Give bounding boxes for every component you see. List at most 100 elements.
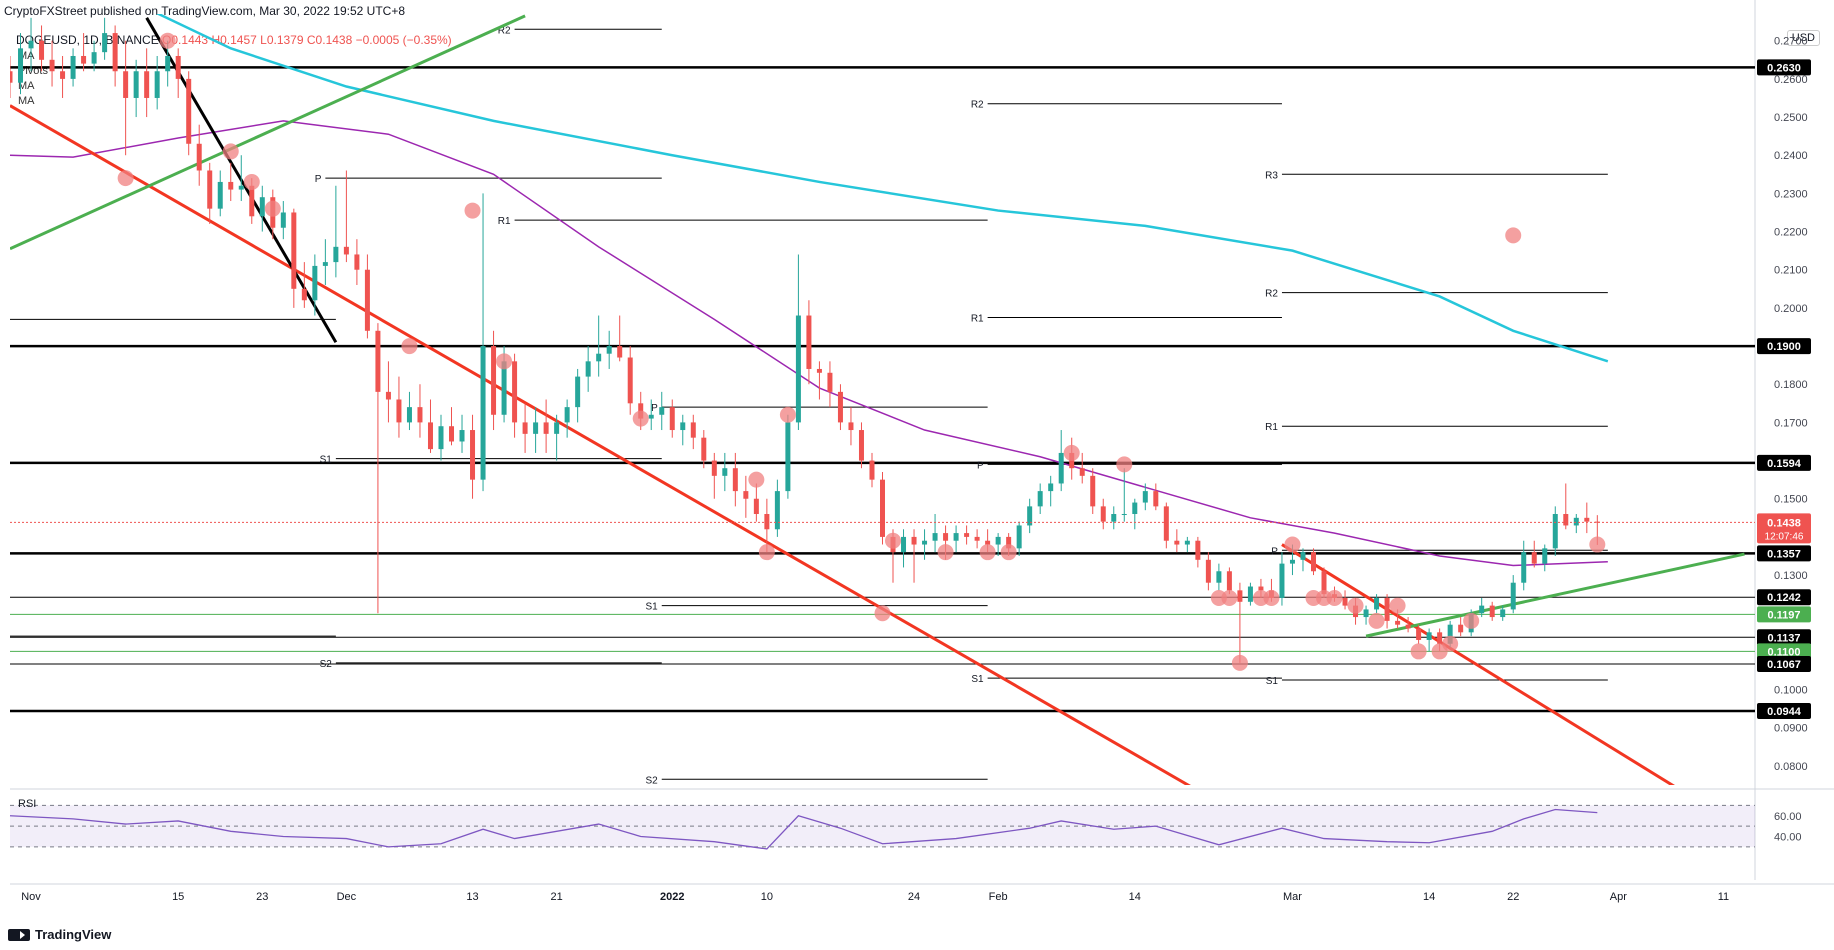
x-tick-label: Mar [1283, 891, 1302, 903]
candle-body [459, 430, 465, 442]
candle-body [732, 468, 738, 492]
indicator-ma-2[interactable]: MA [18, 80, 35, 92]
candle-body [144, 71, 150, 98]
level-label-bg [1757, 629, 1811, 646]
highlight-marker [1221, 589, 1238, 606]
candle-body [207, 170, 213, 209]
rsi-title: RSI [18, 798, 36, 810]
candle-body [848, 422, 854, 431]
highlight-marker [1231, 654, 1248, 671]
candle-body [816, 368, 822, 373]
pivot-label: P [651, 403, 658, 414]
candle-body [123, 71, 129, 98]
highlight-marker [748, 471, 765, 488]
candle-body [564, 407, 570, 423]
last-price-label: 0.1438 [1767, 517, 1801, 529]
footer-brand-text: TradingView [35, 927, 112, 942]
candle-body [974, 536, 980, 541]
candle-body [1058, 452, 1064, 484]
indicator-ma-3[interactable]: MA [18, 95, 35, 107]
level-label: 0.1100 [1767, 646, 1800, 658]
footer-brand: TradingView [8, 927, 111, 942]
candle-body [470, 430, 476, 480]
candle-body [81, 55, 87, 64]
currency-badge[interactable]: USD [1786, 30, 1820, 46]
x-tick-label: 11 [1718, 891, 1729, 903]
x-tick-label: 2022 [660, 891, 684, 903]
level-label: 0.1137 [1767, 632, 1800, 644]
candle-body [512, 361, 518, 423]
candle-body [1153, 491, 1159, 507]
candle-body [995, 536, 1001, 545]
candle-body [175, 55, 181, 79]
candle-body [49, 59, 55, 72]
candle-body [1521, 552, 1527, 583]
candle-body [1258, 586, 1264, 591]
level-label: 0.1594 [1767, 458, 1802, 470]
highlight-marker [1589, 536, 1606, 553]
ma-cyan-line [155, 14, 1609, 363]
candle-body [1500, 609, 1506, 618]
highlight-marker [1368, 612, 1385, 629]
candle-body [1489, 605, 1495, 618]
candle-body [1163, 506, 1169, 541]
candle-body [364, 269, 370, 331]
plot-group: R2 P R1 S1 S1 P S1 S2 S2 S2 R2 R1 P S1 R3 R2 R1 P S1 [0, 14, 1755, 785]
level-label: 0.1067 [1767, 659, 1801, 671]
candle-body [1184, 540, 1190, 545]
level-label: 0.2630 [1767, 62, 1801, 74]
highlight-marker [1116, 456, 1133, 473]
candle-body [1247, 586, 1253, 602]
x-tick-label: 24 [908, 891, 920, 903]
pivot-label: R2 [971, 100, 984, 111]
highlight-marker [1505, 227, 1522, 244]
candle-body [291, 212, 297, 289]
candle-body [1079, 468, 1085, 476]
price-chart[interactable]: 0.2700 0.2600 0.2500 0.2400 0.2300 0.2200 0.21… [0, 0, 1834, 910]
candle-body [596, 353, 602, 362]
candle-body [333, 246, 339, 263]
y-tick-label: 0.0900 [1774, 723, 1808, 735]
x-tick-label: 13 [466, 891, 478, 903]
candle-body [1037, 491, 1043, 507]
candle-body [1237, 590, 1243, 602]
candle-body [543, 422, 549, 434]
publish-header: CryptoFXStreet published on TradingView.… [4, 4, 405, 18]
pivot-label: S1 [0, 315, 6, 326]
candle-body [575, 376, 581, 408]
trend-line-red [1281, 543, 1675, 785]
x-tick-label: Apr [1610, 891, 1627, 903]
highlight-marker [937, 544, 954, 561]
x-tick-label: 15 [172, 891, 184, 903]
candle-body [964, 533, 970, 537]
ohlc-change: −0.0005 (−0.35%) [355, 33, 452, 47]
candle-body [1531, 552, 1537, 564]
candle-body [102, 33, 108, 53]
level-label: 0.1900 [1767, 341, 1801, 353]
x-tick-label: 21 [551, 891, 563, 903]
candle-body [911, 536, 917, 545]
candle-body [417, 407, 423, 423]
highlight-marker [1263, 589, 1280, 606]
trend-line-red [10, 104, 1191, 785]
candle-body [522, 422, 528, 434]
level-label-bg [1757, 656, 1811, 673]
candle-body [491, 346, 497, 415]
candle-body [1132, 502, 1138, 515]
candle-body [648, 414, 654, 419]
candle-body [617, 346, 623, 358]
y-tick-label: 0.2600 [1774, 74, 1808, 86]
candle-body [922, 540, 928, 545]
highlight-marker [1284, 536, 1301, 553]
candle-body [764, 514, 770, 530]
candle-body [70, 55, 76, 79]
candle-body [1321, 571, 1327, 595]
candle-body [1205, 559, 1211, 583]
x-tick-label: 14 [1423, 891, 1435, 903]
highlight-marker [401, 338, 418, 355]
highlight-marker [979, 544, 996, 561]
candle-body [1111, 514, 1117, 522]
candle-body [1310, 552, 1316, 572]
candle-body [837, 391, 843, 423]
candle-body [806, 315, 812, 369]
